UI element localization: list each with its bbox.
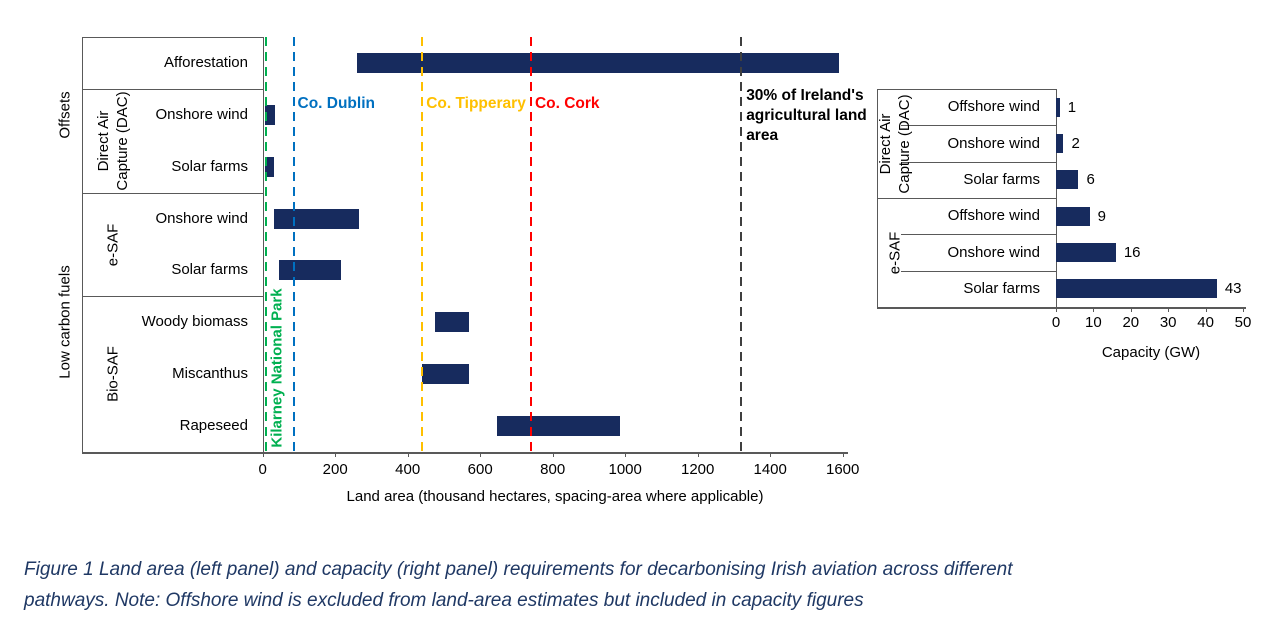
bar-onshore-wind-1 [1056, 134, 1064, 153]
refline-label-co-dublin: Co. Dublin [297, 95, 376, 112]
value-label-onshore-wind-4: 16 [1123, 244, 1141, 261]
value-label-offshore-wind-0: 1 [1067, 98, 1077, 116]
row-label-miscanthus: Miscanthus [172, 365, 248, 383]
x-axis-tick [335, 452, 337, 457]
group-label-direct-air-capture-dac: Direct Air Capture (DAC) [877, 93, 913, 194]
x-axis-tick [552, 452, 554, 457]
bar-onshore-wind [264, 104, 276, 125]
x-tick-label: 0 [1051, 314, 1061, 331]
bar-offshore-wind-3 [1056, 206, 1090, 226]
x-tick-label: 1200 [681, 461, 715, 478]
x-axis-title: Land area (thousand hectares, spacing-ar… [346, 488, 764, 505]
caption-line-2: pathways. Note: Offshore wind is exclude… [24, 590, 864, 611]
row-label-onshore-wind: Onshore wind [155, 105, 248, 123]
bar-solar-farms-2 [1056, 170, 1079, 190]
bar-onshore-wind [273, 208, 359, 229]
x-axis-tick [770, 452, 772, 457]
row-label-onshore-wind: Onshore wind [155, 209, 248, 227]
row-separator [901, 270, 1056, 272]
x-tick-label: 1000 [608, 461, 642, 478]
x-tick-label: 600 [467, 461, 493, 478]
x-tick-label: 50 [1234, 314, 1252, 331]
x-axis-tick [1168, 307, 1170, 312]
x-axis-tick [1056, 307, 1057, 312]
bar-woody-biomass [434, 312, 470, 333]
row-label-solar-farms: Solar farms [171, 157, 248, 175]
x-axis-tick [1093, 307, 1095, 312]
x-tick-label: 30 [1159, 314, 1177, 331]
bar-offshore-wind-0 [1056, 97, 1060, 117]
row-label-afforestation: Afforestation [164, 53, 248, 71]
x-tick-label: 400 [395, 461, 421, 478]
x-tick-label: 1400 [753, 461, 787, 478]
group-separator [877, 198, 1056, 199]
x-tick-label: 800 [540, 461, 566, 478]
bar-solar-farms [264, 156, 274, 177]
x-axis-tick [1130, 307, 1132, 312]
value-label-solar-farms-5: 43 [1224, 280, 1242, 298]
refline-30-of-ireland-s [740, 37, 743, 452]
x-axis-tick [480, 452, 482, 457]
x-axis-line [877, 307, 1246, 309]
y-axis-line [263, 37, 264, 452]
x-axis-line [82, 452, 848, 454]
plot-top-border [82, 37, 263, 38]
plot-top-border [877, 89, 1056, 90]
x-axis-tick [1243, 307, 1244, 312]
group-label-e-saf: e-SAF [886, 231, 904, 274]
bar-miscanthus [422, 364, 470, 385]
row-label-woody-biomass: Woody biomass [141, 313, 248, 331]
group-separator [82, 88, 263, 90]
x-tick-label: 200 [322, 461, 348, 478]
bar-solar-farms-5 [1056, 279, 1217, 299]
row-label-onshore-wind-1: Onshore wind [947, 134, 1040, 152]
x-tick-label: 1600 [826, 461, 860, 478]
x-axis-tick [1205, 307, 1207, 312]
figure-caption: Figure 1 Land area (left panel) and capa… [24, 554, 1013, 616]
x-axis-title: Capacity (GW) [1101, 344, 1201, 361]
group-separator [82, 192, 263, 194]
bar-rapeseed [496, 416, 620, 437]
row-label-solar-farms-5: Solar farms [963, 279, 1040, 297]
refline-co-tipperary [421, 37, 424, 452]
bar-afforestation [356, 52, 840, 73]
group-separator [82, 296, 263, 298]
refline-label-co-tipperary: Co. Tipperary [426, 95, 526, 112]
row-label-rapeseed: Rapeseed [179, 417, 248, 435]
x-axis-tick [407, 452, 409, 457]
refline-kilarney-national-park [265, 37, 268, 452]
value-label-offshore-wind-3: 9 [1097, 207, 1106, 225]
row-separator [901, 125, 1056, 127]
row-label-solar-farms-2: Solar farms [963, 170, 1040, 188]
refline-label-30-of-ireland-s: 30% of Ireland's agricultural land area [746, 87, 867, 144]
x-axis-tick [842, 452, 844, 457]
x-axis-tick [697, 452, 699, 457]
y-axis-line [1056, 89, 1057, 307]
row-label-offshore-wind-0: Offshore wind [947, 98, 1040, 116]
label-box-left-border [82, 37, 83, 452]
caption-line-1: Figure 1 Land area (left panel) and capa… [24, 559, 1013, 580]
row-separator [901, 161, 1056, 163]
value-label-solar-farms-2: 6 [1086, 171, 1095, 189]
row-separator [901, 234, 1056, 236]
refline-co-cork [529, 37, 532, 452]
value-label-onshore-wind-1: 2 [1071, 135, 1080, 152]
row-label-solar-farms: Solar farms [171, 261, 248, 279]
x-tick-label: 10 [1085, 314, 1102, 331]
x-tick-label: 40 [1197, 314, 1214, 331]
refline-co-dublin [292, 37, 295, 452]
land-area-chart: 0 200 400 600 800 1000 1200 1400 1600 Afforestati… [57, 37, 867, 505]
row-label-onshore-wind-4: Onshore wind [947, 243, 1040, 261]
x-axis-tick [262, 452, 264, 457]
x-axis-tick [625, 452, 627, 457]
capacity-chart: 0 10 20 30 40 50 1 Offshore wind 2 Onshore wind 6 S… [877, 89, 1252, 361]
x-tick-label: 20 [1122, 314, 1140, 331]
x-tick-label: 0 [258, 461, 267, 478]
row-label-offshore-wind-3: Offshore wind [947, 207, 1040, 225]
refline-label-co-cork: Co. Cork [534, 95, 600, 112]
bar-onshore-wind-4 [1056, 243, 1116, 262]
